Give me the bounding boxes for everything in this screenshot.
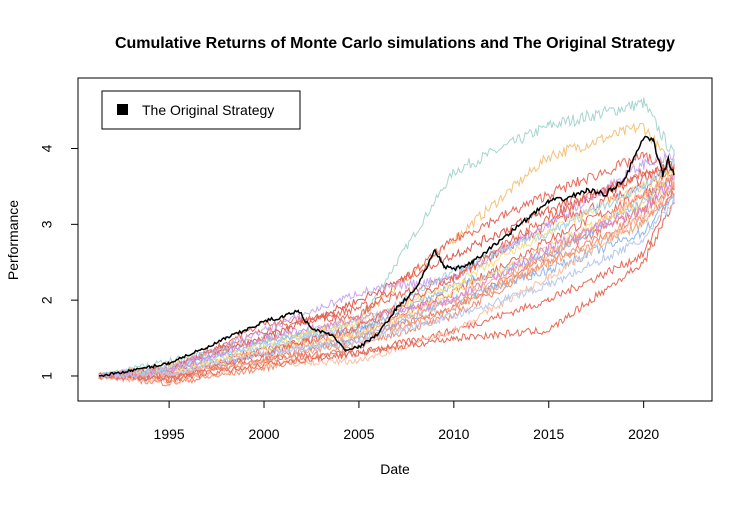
simulation-line-5 bbox=[98, 186, 675, 383]
legend-box bbox=[101, 90, 301, 130]
simulation-line-10 bbox=[98, 150, 675, 378]
x-tick-label: 2015 bbox=[533, 426, 564, 442]
x-tick-label: 2010 bbox=[438, 426, 469, 442]
original-strategy-line bbox=[98, 135, 675, 378]
y-tick-label: 1 bbox=[39, 372, 55, 380]
chart-title: Cumulative Returns of Monte Carlo simula… bbox=[115, 35, 675, 52]
simulation-line-22 bbox=[98, 196, 675, 380]
x-axis-label: Date bbox=[380, 461, 410, 477]
legend-swatch bbox=[117, 104, 128, 115]
plot-lines bbox=[98, 97, 675, 387]
x-tick-label: 1995 bbox=[154, 426, 185, 442]
x-tick-label: 2005 bbox=[343, 426, 374, 442]
simulation-line-20 bbox=[98, 172, 675, 379]
y-tick-label: 4 bbox=[39, 144, 55, 152]
x-tick-label: 2000 bbox=[248, 426, 279, 442]
simulation-line-9 bbox=[98, 151, 675, 380]
x-tick-label: 2020 bbox=[628, 426, 659, 442]
simulation-line-7 bbox=[98, 161, 675, 379]
y-tick-label: 2 bbox=[39, 296, 55, 304]
simulation-line-19 bbox=[98, 181, 675, 381]
legend-label: The Original Strategy bbox=[142, 102, 274, 118]
y-tick-label: 3 bbox=[39, 220, 55, 228]
simulation-line-17 bbox=[98, 158, 675, 379]
y-axis-label: Performance bbox=[5, 200, 21, 280]
plot-frame bbox=[77, 77, 713, 402]
simulation-line-14 bbox=[98, 169, 675, 379]
legend: The Original Strategy bbox=[101, 90, 301, 130]
simulation-line-15 bbox=[98, 182, 675, 386]
